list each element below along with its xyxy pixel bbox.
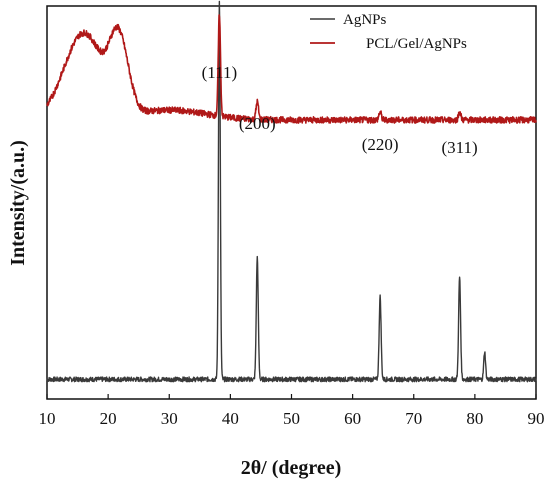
- x-tick-label: 20: [100, 409, 117, 428]
- x-tick-label: 80: [466, 409, 483, 428]
- peak-label: (111): [202, 63, 238, 82]
- x-tick-label: 10: [39, 409, 56, 428]
- x-axis-title: 2θ/ (degree): [241, 457, 342, 479]
- peak-label: (220): [362, 135, 399, 154]
- series-layer: [46, 0, 537, 383]
- x-tick-label: 70: [405, 409, 422, 428]
- series-line-agnps: [46, 0, 537, 383]
- peak-label: (311): [441, 138, 477, 157]
- x-tick-label: 90: [528, 409, 545, 428]
- x-tick-label: 60: [344, 409, 361, 428]
- x-tick-label: 50: [283, 409, 300, 428]
- plot-frame: [46, 5, 537, 400]
- x-tick-label: 40: [222, 409, 239, 428]
- series-line-pcl-gel-agnps: [46, 14, 537, 124]
- legend-label-agnps: AgNPs: [343, 12, 387, 28]
- tick-layer: 10 20 30 40 50 60 70 80 90: [39, 394, 545, 428]
- y-axis-title: Intensity/(a.u.): [7, 140, 29, 266]
- peak-label: (200): [239, 114, 276, 133]
- legend-label-pcl-gel-agnps: PCL/Gel/AgNPs: [366, 36, 467, 52]
- legend: AgNPs PCL/Gel/AgNPs: [310, 12, 467, 52]
- x-tick-label: 30: [161, 409, 178, 428]
- annotation-layer: (111) (200) (220) (311): [202, 63, 478, 157]
